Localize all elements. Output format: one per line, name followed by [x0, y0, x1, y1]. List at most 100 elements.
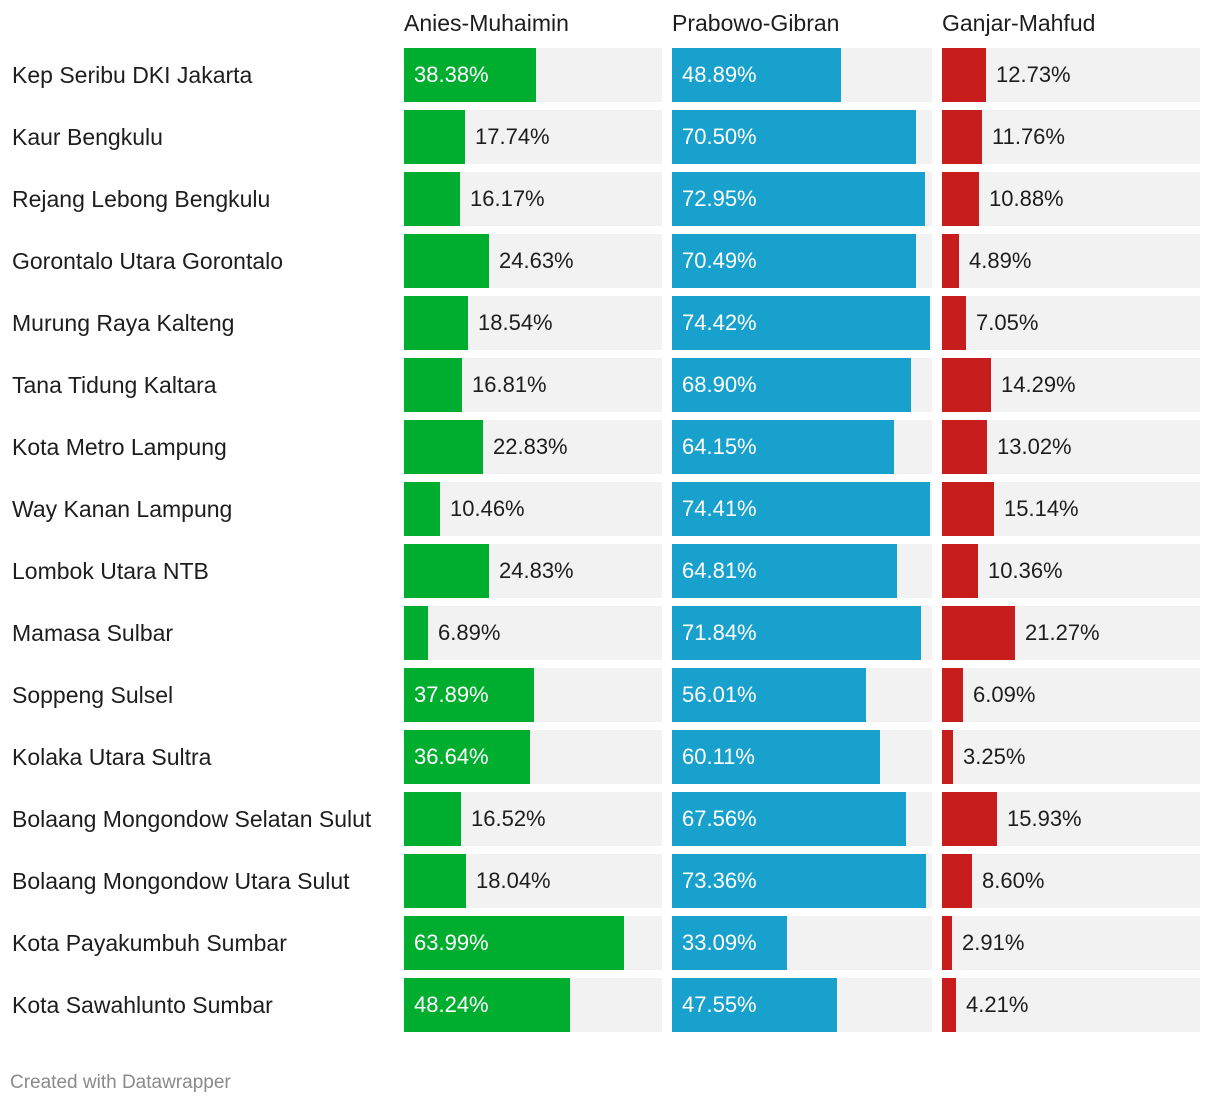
bar-track: 2.91%: [942, 916, 1200, 970]
bar-track: 70.50%: [672, 110, 932, 164]
row-label: Kota Payakumbuh Sumbar: [12, 930, 287, 956]
bar: [942, 792, 997, 846]
bar: [942, 172, 979, 226]
bar-value-label: 10.36%: [988, 558, 1063, 583]
bar-value-label: 73.36%: [682, 868, 757, 893]
bar-track: 64.81%: [672, 544, 932, 598]
bar-track: 67.56%: [672, 792, 932, 846]
bar-value-label: 11.76%: [992, 124, 1065, 149]
bar: [942, 730, 953, 784]
bar-value-label: 6.09%: [973, 682, 1036, 707]
bar: [942, 110, 982, 164]
column-header-1: Prabowo-Gibran: [672, 10, 840, 36]
bar-value-label: 21.27%: [1025, 620, 1100, 645]
bar: [942, 544, 978, 598]
bar-track: 15.14%: [942, 482, 1200, 536]
bar-track: 33.09%: [672, 916, 932, 970]
bar-track: 4.89%: [942, 234, 1200, 288]
bar: [404, 296, 468, 350]
row-label: Soppeng Sulsel: [12, 682, 174, 708]
bar-value-label: 18.54%: [478, 310, 553, 335]
bar-track: 72.95%: [672, 172, 932, 226]
bar: [672, 544, 897, 598]
bar: [404, 110, 465, 164]
bar: [404, 792, 461, 846]
bar: [404, 358, 462, 412]
bar-value-label: 2.91%: [962, 930, 1025, 955]
bar-value-label: 74.41%: [682, 496, 757, 521]
bar-track: 63.99%: [404, 916, 662, 970]
bar-value-label: 15.14%: [1004, 496, 1079, 521]
bar-track: 18.04%: [404, 854, 662, 908]
bar-value-label: 14.29%: [1001, 372, 1076, 397]
bar-value-label: 10.88%: [989, 186, 1064, 211]
bar-value-label: 72.95%: [682, 186, 757, 211]
bar-value-label: 37.89%: [414, 682, 489, 707]
bar: [672, 854, 926, 908]
bar-track: 18.54%: [404, 296, 662, 350]
bar: [404, 172, 460, 226]
row-label: Kaur Bengkulu: [12, 124, 163, 150]
bar-value-label: 33.09%: [682, 930, 757, 955]
bar-track: 47.55%: [672, 978, 932, 1032]
bar-track: 24.83%: [404, 544, 662, 598]
bar-value-label: 16.17%: [470, 186, 545, 211]
bar-track: 56.01%: [672, 668, 932, 722]
bar-track: 6.89%: [404, 606, 662, 660]
bar-value-label: 63.99%: [414, 930, 489, 955]
bar: [942, 854, 972, 908]
bar: [404, 730, 530, 784]
bar-value-label: 64.81%: [682, 558, 757, 583]
row-label: Bolaang Mongondow Selatan Sulut: [12, 806, 372, 832]
footer-credit: Created with Datawrapper: [10, 1072, 231, 1093]
bar-value-label: 17.74%: [475, 124, 550, 149]
bar-value-label: 3.25%: [963, 744, 1026, 769]
bar: [672, 420, 894, 474]
bar: [942, 916, 952, 970]
bar-value-label: 48.89%: [682, 62, 757, 87]
bar: [672, 296, 930, 350]
bar: [672, 234, 916, 288]
row-label: Murung Raya Kalteng: [12, 310, 235, 336]
bar-track: 68.90%: [672, 358, 932, 412]
bar: [404, 48, 536, 102]
bar-track: 21.27%: [942, 606, 1200, 660]
bar-track: 3.25%: [942, 730, 1200, 784]
bar-track: 11.76%: [942, 110, 1200, 164]
bar-value-label: 10.46%: [450, 496, 525, 521]
bar: [942, 234, 959, 288]
row-label: Kota Metro Lampung: [12, 434, 227, 460]
bar-value-label: 7.05%: [976, 310, 1039, 335]
bar: [942, 978, 956, 1032]
bar-value-label: 68.90%: [682, 372, 757, 397]
row-label: Bolaang Mongondow Utara Sulut: [12, 868, 350, 894]
bar-track: 7.05%: [942, 296, 1200, 350]
bar-value-label: 48.24%: [414, 992, 489, 1017]
bar: [404, 606, 428, 660]
bar: [672, 358, 911, 412]
bar-track: 73.36%: [672, 854, 932, 908]
column-header-0: Anies-Muhaimin: [404, 10, 569, 36]
bar-track: 24.63%: [404, 234, 662, 288]
bar-value-label: 70.50%: [682, 124, 757, 149]
bar: [672, 172, 925, 226]
row-label: Way Kanan Lampung: [12, 496, 233, 522]
bar-value-label: 38.38%: [414, 62, 489, 87]
bar-value-label: 60.11%: [682, 744, 755, 769]
bar-value-label: 47.55%: [682, 992, 757, 1017]
bar-value-label: 4.21%: [966, 992, 1029, 1017]
bar: [942, 606, 1015, 660]
bar: [404, 544, 489, 598]
bar: [404, 668, 534, 722]
bar-value-label: 71.84%: [682, 620, 757, 645]
bar: [672, 482, 930, 536]
bar: [404, 420, 483, 474]
bar-track: 74.42%: [672, 296, 932, 350]
bar-track: 4.21%: [942, 978, 1200, 1032]
bar: [404, 978, 570, 1032]
bar: [942, 296, 966, 350]
bar: [672, 916, 787, 970]
bar-value-label: 70.49%: [682, 248, 757, 273]
bar: [404, 854, 466, 908]
bar-value-label: 24.63%: [499, 248, 574, 273]
